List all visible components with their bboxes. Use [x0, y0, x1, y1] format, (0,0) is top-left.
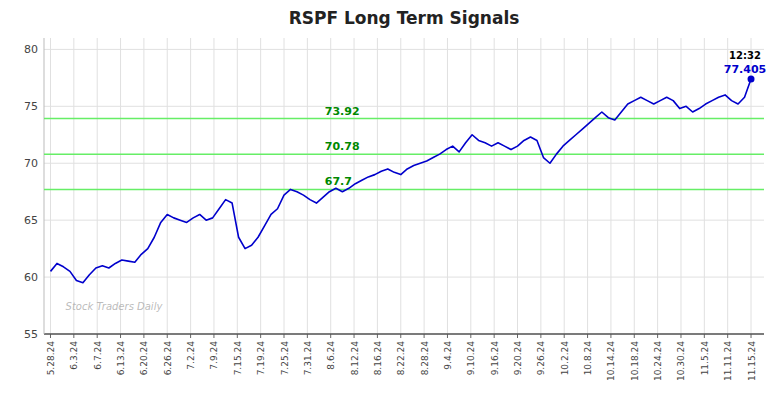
signal-line — [44, 189, 764, 191]
y-grid-line — [44, 49, 764, 50]
x-tick-label: 8.22.24 — [396, 341, 406, 376]
last-time-label: 12:32 — [729, 50, 761, 61]
y-tick-label: 75 — [24, 100, 38, 113]
x-tick-label: 6.26.24 — [163, 341, 173, 376]
x-grid-line — [400, 38, 401, 334]
signal-label: 67.7 — [325, 175, 352, 188]
x-tick-label: 8.16.24 — [373, 341, 383, 376]
x-grid-line — [260, 38, 261, 334]
x-grid-line — [657, 38, 658, 334]
y-tick-label: 70 — [24, 157, 38, 170]
x-grid-line — [610, 38, 611, 334]
y-axis — [44, 38, 45, 334]
x-grid-line — [447, 38, 448, 334]
x-tick-label: 7.15.24 — [233, 341, 243, 376]
signal-label: 70.78 — [325, 140, 360, 153]
x-grid-line — [680, 38, 681, 334]
x-grid-line — [354, 38, 355, 334]
x-tick-label: 10.18.24 — [630, 341, 640, 381]
x-grid-line — [73, 38, 74, 334]
x-tick-label: 9.26.24 — [536, 341, 546, 376]
title: RSPF Long Term Signals — [289, 8, 520, 28]
x-tick-label: 6.3.24 — [69, 341, 79, 370]
x-grid-line — [494, 38, 495, 334]
y-grid-line — [44, 163, 764, 164]
x-tick-label: 6.13.24 — [116, 341, 126, 376]
x-tick-label: 9.4.24 — [443, 341, 453, 370]
x-tick-label: 7.9.24 — [209, 341, 219, 370]
x-grid-line — [587, 38, 588, 334]
x-grid-line — [97, 38, 98, 334]
x-grid-line — [120, 38, 121, 334]
x-grid-line — [564, 38, 565, 334]
signal-label: 73.92 — [325, 105, 360, 118]
x-tick-label: 9.16.24 — [490, 341, 500, 376]
grid — [44, 38, 764, 334]
x-grid-line — [517, 38, 518, 334]
x-tick-label: 10.24.24 — [653, 341, 663, 381]
x-tick-label: 9.10.24 — [466, 341, 476, 376]
x-grid-line — [237, 38, 238, 334]
x-tick-label: 10.14.24 — [606, 341, 616, 381]
x-tick-label: 11.11.24 — [723, 341, 733, 381]
x-grid-line — [307, 38, 308, 334]
y-tick-label: 60 — [24, 271, 38, 284]
x-grid-line — [167, 38, 168, 334]
x-tick-label: 5.28.24 — [46, 341, 56, 376]
x-grid-line — [704, 38, 705, 334]
y-grid-line — [44, 334, 764, 335]
x-axis — [44, 333, 764, 335]
x-tick-label: 9.20.24 — [513, 341, 523, 376]
x-tick-label: 11.5.24 — [700, 341, 710, 376]
last-price-label: 77.405 — [724, 63, 766, 76]
x-tick-label: 10.30.24 — [676, 341, 686, 381]
x-grid-line — [213, 38, 214, 334]
signal-line — [44, 154, 764, 156]
x-grid-line — [284, 38, 285, 334]
x-grid-line — [143, 38, 144, 334]
signal-line — [44, 118, 764, 120]
y-tick-label: 65 — [24, 214, 38, 227]
y-grid-line — [44, 106, 764, 107]
last-point — [748, 75, 755, 82]
x-grid-line — [470, 38, 471, 334]
x-tick-label: 8.12.24 — [350, 341, 360, 376]
watermark: Stock Traders Daily — [66, 301, 164, 312]
x-grid-line — [190, 38, 191, 334]
x-tick-label: 7.31.24 — [303, 341, 313, 376]
x-tick-label: 8.28.24 — [420, 341, 430, 376]
plot-area — [44, 75, 764, 282]
x-grid-line — [377, 38, 378, 334]
price-line — [50, 79, 751, 283]
chart: RSPF Long Term Signals 55 60 65 70 75 80 5.28.2… — [0, 0, 784, 398]
y-grid-line — [44, 220, 764, 221]
x-grid-line — [50, 38, 51, 334]
y-tick-label: 80 — [24, 43, 38, 56]
x-tick-label: 6.7.24 — [93, 341, 103, 370]
x-grid-line — [540, 38, 541, 334]
x-tick-label: 8.6.24 — [326, 341, 336, 370]
x-tick-label: 7.25.24 — [280, 341, 290, 376]
x-tick-label: 7.2.24 — [186, 341, 196, 370]
x-tick-label: 6.20.24 — [139, 341, 149, 376]
x-grid-line — [424, 38, 425, 334]
x-tick-label: 10.8.24 — [583, 341, 593, 376]
x-tick-label: 7.19.24 — [256, 341, 266, 376]
y-tick-label: 55 — [24, 328, 38, 341]
x-grid-line — [727, 38, 728, 334]
x-tick-label: 11.15.24 — [747, 341, 757, 381]
x-tick-label: 10.2.24 — [560, 341, 570, 376]
x-grid-line — [634, 38, 635, 334]
y-grid-line — [44, 277, 764, 278]
